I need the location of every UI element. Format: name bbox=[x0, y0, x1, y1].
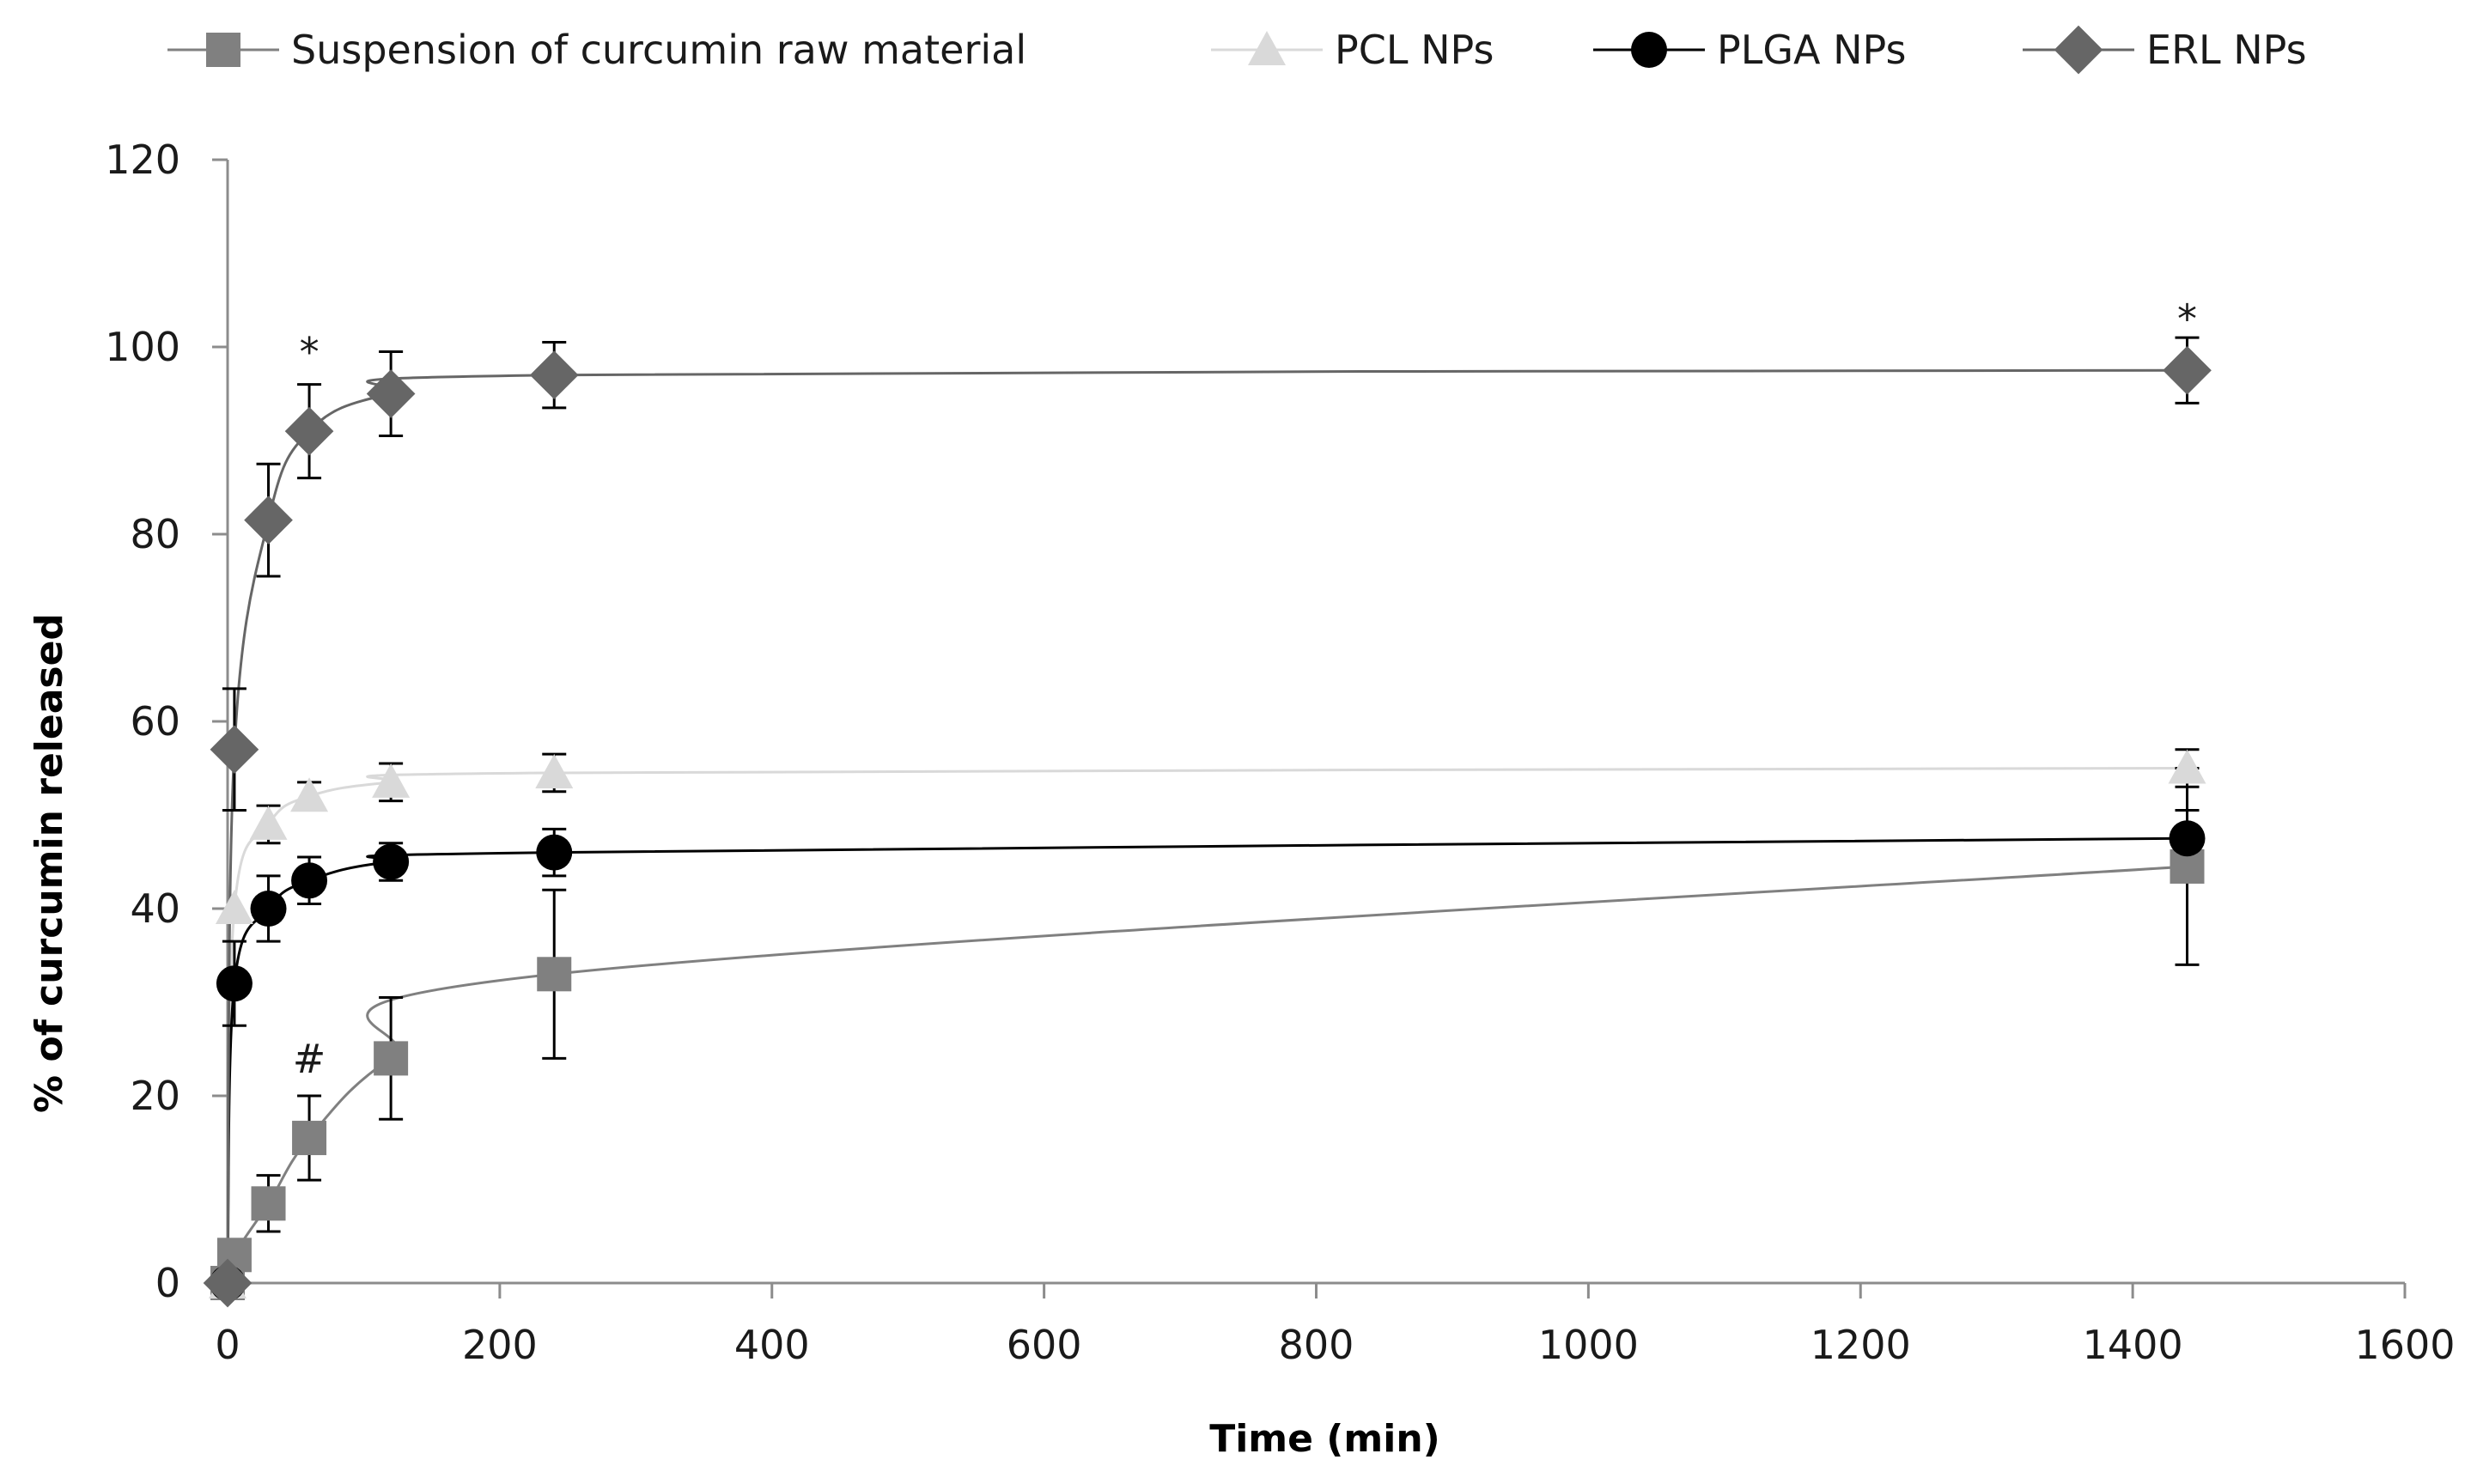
x-tick-label: 800 bbox=[1279, 1322, 1354, 1368]
annotation-label: * bbox=[2177, 296, 2197, 343]
legend-item-2: PLGA NPs bbox=[1593, 27, 1906, 73]
y-tick-label: 40 bbox=[130, 885, 180, 932]
data-point bbox=[535, 753, 574, 788]
annotation-label: * bbox=[300, 329, 320, 375]
y-tick-label: 0 bbox=[155, 1260, 180, 1306]
x-tick-label: 1000 bbox=[1538, 1322, 1639, 1368]
y-tick-label: 80 bbox=[130, 511, 180, 557]
legend-label: PCL NPs bbox=[1335, 27, 1494, 73]
series-line bbox=[226, 836, 2188, 1284]
y-tick-label: 100 bbox=[105, 324, 180, 370]
y-tick-label: 20 bbox=[130, 1073, 180, 1119]
data-point bbox=[373, 843, 410, 880]
series-markers-2 bbox=[210, 820, 2206, 1301]
data-point bbox=[203, 1258, 253, 1308]
data-point bbox=[216, 965, 253, 1002]
data-point bbox=[290, 777, 329, 812]
data-point bbox=[250, 891, 287, 927]
series-3 bbox=[226, 368, 2188, 1284]
series-errorbars-3 bbox=[222, 336, 2200, 812]
legend: Suspension of curcumin raw material PCL N… bbox=[167, 25, 2307, 75]
series-markers-0 bbox=[210, 848, 2205, 1300]
data-point bbox=[249, 805, 288, 840]
legend-label: ERL NPs bbox=[2146, 27, 2307, 73]
legend-item-1: PCL NPs bbox=[1211, 27, 1494, 73]
data-point bbox=[536, 834, 573, 871]
x-axis: 0 200 400 600 800 1000 1200 1400 1600 bbox=[215, 1281, 2456, 1368]
x-tick-label: 1600 bbox=[2354, 1322, 2455, 1368]
series-0 bbox=[226, 865, 2188, 1284]
series-line bbox=[226, 865, 2188, 1284]
legend-item-0: Suspension of curcumin raw material bbox=[167, 27, 1026, 73]
series-line bbox=[226, 368, 2188, 1284]
x-tick-label: 600 bbox=[1007, 1322, 1082, 1368]
x-tick-label: 1200 bbox=[1811, 1322, 1911, 1368]
legend-label: Suspension of curcumin raw material bbox=[291, 27, 1026, 73]
x-tick-label: 400 bbox=[734, 1322, 810, 1368]
annotations: * * # bbox=[293, 296, 2197, 1082]
data-point bbox=[537, 957, 572, 992]
data-point bbox=[366, 369, 416, 418]
data-point bbox=[251, 1186, 286, 1221]
legend-marker bbox=[1631, 32, 1667, 68]
y-axis-title: % of curcumin released bbox=[27, 613, 71, 1113]
y-axis: 0 20 40 60 80 100 120 bbox=[105, 137, 229, 1306]
y-tick-label: 120 bbox=[105, 137, 180, 183]
legend-item-3: ERL NPs bbox=[2023, 25, 2307, 75]
data-point bbox=[529, 350, 579, 400]
legend-marker bbox=[1248, 31, 1286, 65]
series-markers-1 bbox=[209, 749, 2206, 1298]
data-point bbox=[215, 890, 253, 924]
x-tick-label: 1400 bbox=[2083, 1322, 2183, 1368]
data-point bbox=[2163, 345, 2212, 395]
data-point bbox=[374, 1041, 409, 1076]
x-tick-label: 0 bbox=[215, 1322, 240, 1368]
x-tick-label: 200 bbox=[462, 1322, 538, 1368]
x-axis-title: Time (min) bbox=[1209, 1417, 1440, 1461]
data-point bbox=[244, 496, 293, 544]
series-markers-3 bbox=[203, 345, 2212, 1308]
y-tick-label: 60 bbox=[130, 698, 180, 745]
legend-marker bbox=[2054, 25, 2103, 75]
data-point bbox=[284, 406, 334, 456]
data-point bbox=[292, 1121, 327, 1156]
legend-marker bbox=[206, 33, 240, 67]
plot-area bbox=[203, 336, 2212, 1308]
data-point bbox=[372, 763, 411, 798]
annotation-label: # bbox=[293, 1036, 326, 1082]
data-point bbox=[2169, 820, 2206, 857]
series-2 bbox=[226, 836, 2188, 1284]
legend-label: PLGA NPs bbox=[1717, 27, 1906, 73]
data-point bbox=[2168, 749, 2206, 784]
series-errorbars-2 bbox=[222, 809, 2200, 1027]
data-point bbox=[291, 862, 328, 899]
data-point bbox=[210, 725, 259, 775]
